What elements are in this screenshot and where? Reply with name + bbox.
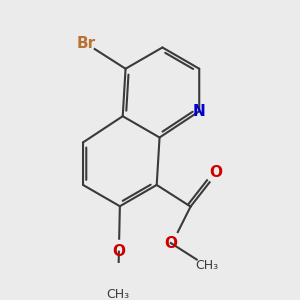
Text: CH₃: CH₃ [195, 260, 218, 272]
Text: O: O [164, 236, 177, 250]
Text: O: O [209, 165, 223, 180]
Text: N: N [193, 104, 206, 119]
Text: O: O [112, 244, 125, 259]
Text: CH₃: CH₃ [106, 288, 130, 300]
Text: Br: Br [77, 36, 96, 51]
